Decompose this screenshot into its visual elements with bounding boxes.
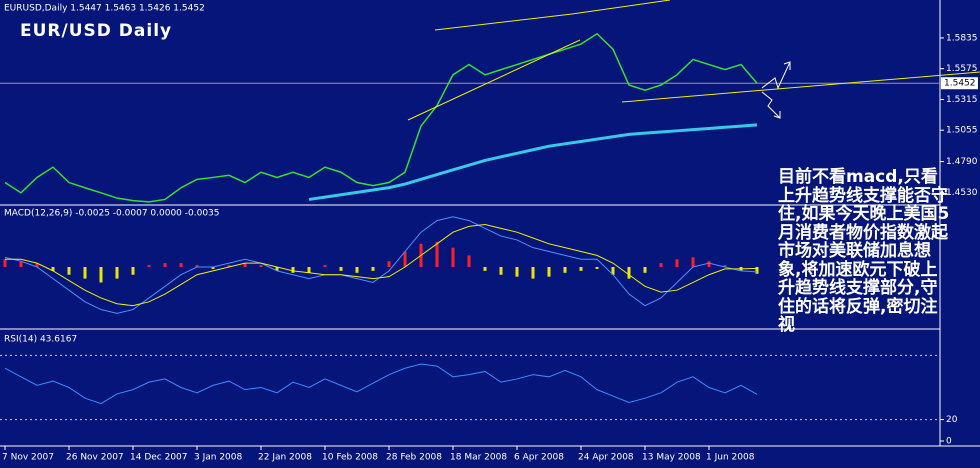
series-line bbox=[308, 123, 758, 201]
trendline bbox=[434, 13, 573, 31]
histogram-bar bbox=[115, 267, 119, 279]
x-tick-label: 10 Feb 2008 bbox=[322, 453, 378, 463]
arrow bbox=[783, 61, 791, 70]
histogram-bar bbox=[131, 267, 135, 275]
y-tick-label: 0 bbox=[946, 437, 952, 447]
histogram-bar bbox=[51, 267, 55, 271]
y-tick-label: 1.5055 bbox=[946, 126, 978, 136]
trendlines bbox=[407, 0, 980, 121]
histogram-bar bbox=[195, 265, 199, 267]
histogram-bar bbox=[755, 267, 759, 274]
y-tick-label: 1.5835 bbox=[946, 33, 978, 43]
y-tick-label: 1.5575 bbox=[946, 64, 978, 74]
y-tick-label: 20 bbox=[946, 415, 958, 425]
histogram-bar bbox=[531, 267, 535, 279]
histogram-bar bbox=[339, 267, 343, 271]
histogram-bar bbox=[675, 259, 679, 267]
histogram-bar bbox=[243, 263, 247, 267]
histogram-bar bbox=[499, 267, 503, 275]
histogram-bar bbox=[227, 265, 231, 267]
histogram-bar bbox=[147, 265, 151, 267]
y-tick-label: 1.5315 bbox=[946, 95, 978, 105]
trendline bbox=[571, 0, 671, 15]
x-tick-label: 3 Jan 2008 bbox=[194, 453, 242, 463]
histogram-bar bbox=[163, 263, 167, 267]
x-tick-label: 1 Jun 2008 bbox=[706, 453, 755, 463]
x-tick-label: 14 Dec 2007 bbox=[130, 453, 188, 463]
histogram-bar bbox=[467, 255, 471, 267]
series-line bbox=[4, 363, 758, 405]
histogram-bar bbox=[83, 267, 87, 279]
arrow bbox=[773, 111, 781, 119]
histogram-bar bbox=[291, 267, 295, 273]
x-tick-label: 24 Apr 2008 bbox=[578, 453, 634, 463]
x-tick-label: 7 Nov 2007 bbox=[2, 453, 54, 463]
histogram-bar bbox=[67, 267, 71, 275]
histogram-bar bbox=[707, 261, 711, 267]
histogram-bar bbox=[35, 263, 39, 267]
histogram-bar bbox=[387, 261, 391, 267]
histogram-bar bbox=[515, 267, 519, 277]
histogram-bar bbox=[179, 263, 183, 267]
series-line bbox=[4, 32, 758, 203]
x-tick-label: 6 Apr 2008 bbox=[514, 453, 564, 463]
histogram-bar bbox=[355, 267, 359, 273]
histogram-bar bbox=[259, 265, 263, 267]
x-tick-label: 18 Mar 2008 bbox=[450, 453, 507, 463]
histogram-bar bbox=[99, 267, 103, 283]
histogram-bar bbox=[451, 247, 455, 267]
histogram-bar bbox=[595, 267, 599, 269]
y-tick-label: 1.4790 bbox=[946, 157, 978, 167]
series-line bbox=[4, 216, 758, 314]
arrow bbox=[761, 91, 781, 119]
histogram-bar bbox=[323, 265, 327, 267]
histogram-bar bbox=[659, 263, 663, 267]
histogram-bar bbox=[211, 267, 215, 269]
annotation: 目前不看macd,只看上升趋势线支撑能否守住,如果今天晚上美国5月消费者物价指数… bbox=[778, 167, 950, 335]
histogram-bar bbox=[627, 267, 631, 279]
histogram-bar bbox=[611, 267, 615, 275]
histogram-bar bbox=[307, 267, 311, 273]
histogram-bar bbox=[275, 267, 279, 271]
panel-header: RSI(14) 43.6167 bbox=[4, 335, 77, 345]
histogram-bar bbox=[547, 267, 551, 277]
histogram-bar bbox=[3, 259, 7, 267]
last-price-label: 1.5452 bbox=[944, 79, 976, 89]
x-tick-label: 13 May 2008 bbox=[642, 453, 701, 463]
histogram-bar bbox=[691, 257, 695, 267]
histogram-bar bbox=[723, 265, 727, 267]
histogram-bar bbox=[563, 267, 567, 273]
trendline bbox=[621, 71, 980, 103]
histogram-bar bbox=[403, 251, 407, 267]
series-line bbox=[5, 223, 758, 307]
histogram-bar bbox=[643, 267, 647, 273]
x-tick-label: 28 Feb 2008 bbox=[386, 453, 442, 463]
trendline bbox=[407, 39, 581, 121]
panel-header: MACD(12,26,9) -0.0025 -0.0007 0.0000 -0.… bbox=[4, 209, 220, 219]
histogram-bar bbox=[371, 267, 375, 271]
x-tick-label: 22 Jan 2008 bbox=[258, 453, 312, 463]
chart-title: EUR/USD Daily bbox=[20, 21, 172, 41]
histogram-bar bbox=[435, 241, 439, 267]
x-tick-label: 26 Nov 2007 bbox=[66, 453, 124, 463]
arrow bbox=[761, 61, 791, 90]
histogram-bar bbox=[483, 267, 487, 271]
last-price-box bbox=[941, 77, 978, 90]
panel-header: EURUSD,Daily 1.5447 1.5463 1.5426 1.5452 bbox=[4, 4, 205, 14]
histogram-bar bbox=[579, 267, 583, 271]
histogram-bar bbox=[19, 261, 23, 267]
y-tick-label: 1.4530 bbox=[946, 188, 978, 198]
